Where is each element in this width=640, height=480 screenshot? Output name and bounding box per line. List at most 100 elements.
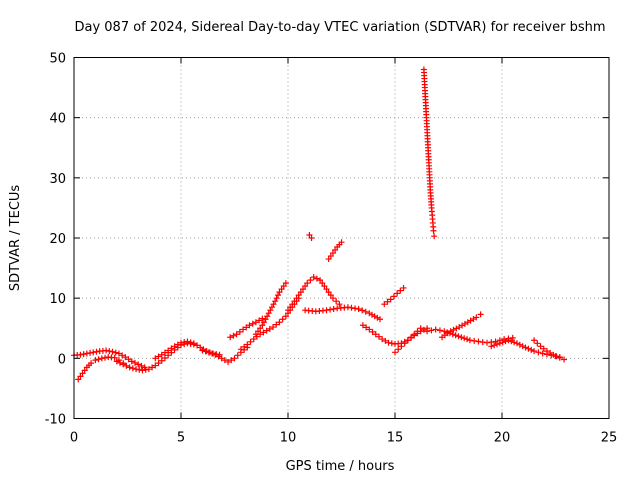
data-point [317,277,324,284]
data-point [293,295,300,302]
data-point [499,339,506,346]
x-tick-label: 20 [494,431,511,446]
data-point [92,357,99,364]
data-point [282,280,289,287]
data-point [417,325,424,332]
data-point [477,311,484,318]
data-point [430,227,437,234]
data-point [181,339,188,346]
data-point [338,239,345,246]
data-point [187,339,194,346]
data-point [122,354,129,361]
data-point [139,367,146,374]
data-point [115,350,122,357]
data-point [484,339,491,346]
data-point [471,337,478,344]
data-point [128,358,135,365]
data-point [75,376,82,383]
data-point [98,355,105,362]
data-point [325,289,332,296]
data-point [155,360,162,367]
data-point [95,356,102,363]
y-tick-label: 10 [49,292,66,307]
data-point [111,354,118,361]
data-point [321,283,328,290]
data-point [228,357,235,364]
data-point [424,328,431,335]
data-point [522,344,529,351]
data-point [414,328,421,335]
x-tick-label: 10 [280,431,297,446]
data-point [473,314,480,321]
data-point [384,298,391,305]
data-point [270,301,277,308]
data-point [231,355,238,362]
data-point [149,364,156,371]
data-point [119,352,126,359]
data-point [194,342,201,349]
data-point [513,340,520,347]
data-point [327,292,334,299]
data-point [225,358,232,365]
data-point [304,280,311,287]
data-point [268,304,275,311]
data-point [449,331,456,338]
data-point [276,319,283,326]
data-point [395,346,402,353]
y-axis-label: SDTVAR / TECUs [8,185,23,292]
data-point [113,358,120,365]
data-point [205,349,212,356]
data-point [411,331,418,338]
data-point [285,307,291,314]
data-point [138,362,145,369]
data-point [126,364,133,371]
data-point [112,349,119,356]
data-point [537,343,544,350]
data-point [273,295,280,302]
data-point [252,331,259,338]
data-points [71,66,568,383]
data-point [420,326,427,333]
data-point [302,283,309,290]
data-point [240,326,247,333]
data-point [262,316,269,323]
data-point [123,362,130,369]
data-point [502,338,509,345]
data-point [103,347,110,354]
data-point [525,345,532,352]
data-point [260,319,267,326]
x-tick-label: 15 [387,431,404,446]
data-point [400,284,407,291]
data-point [142,366,149,373]
data-point [250,336,257,343]
data-point [363,324,370,331]
data-point [278,286,285,293]
data-point [212,351,219,358]
data-point [158,357,165,364]
data-point [385,339,392,346]
grid-lines [74,57,609,419]
data-point [287,304,294,311]
data-point [539,350,546,357]
data-point [244,341,251,348]
data-point [230,332,237,339]
data-point [202,348,209,355]
data-point [508,338,515,345]
x-tick-label: 0 [70,431,78,446]
data-point [133,366,140,373]
chart-title: Day 087 of 2024, Sidereal Day-to-day VTE… [74,20,605,35]
data-point [455,333,462,340]
data-point [255,328,262,335]
data-point [199,347,206,354]
data-point [295,292,302,299]
data-point [257,325,264,332]
data-point [461,335,468,342]
data-point [408,334,415,341]
x-tick-label: 5 [177,431,185,446]
data-point [109,348,116,355]
data-point [87,349,94,356]
data-point [534,340,541,347]
data-point [178,339,184,346]
data-point [171,343,178,350]
